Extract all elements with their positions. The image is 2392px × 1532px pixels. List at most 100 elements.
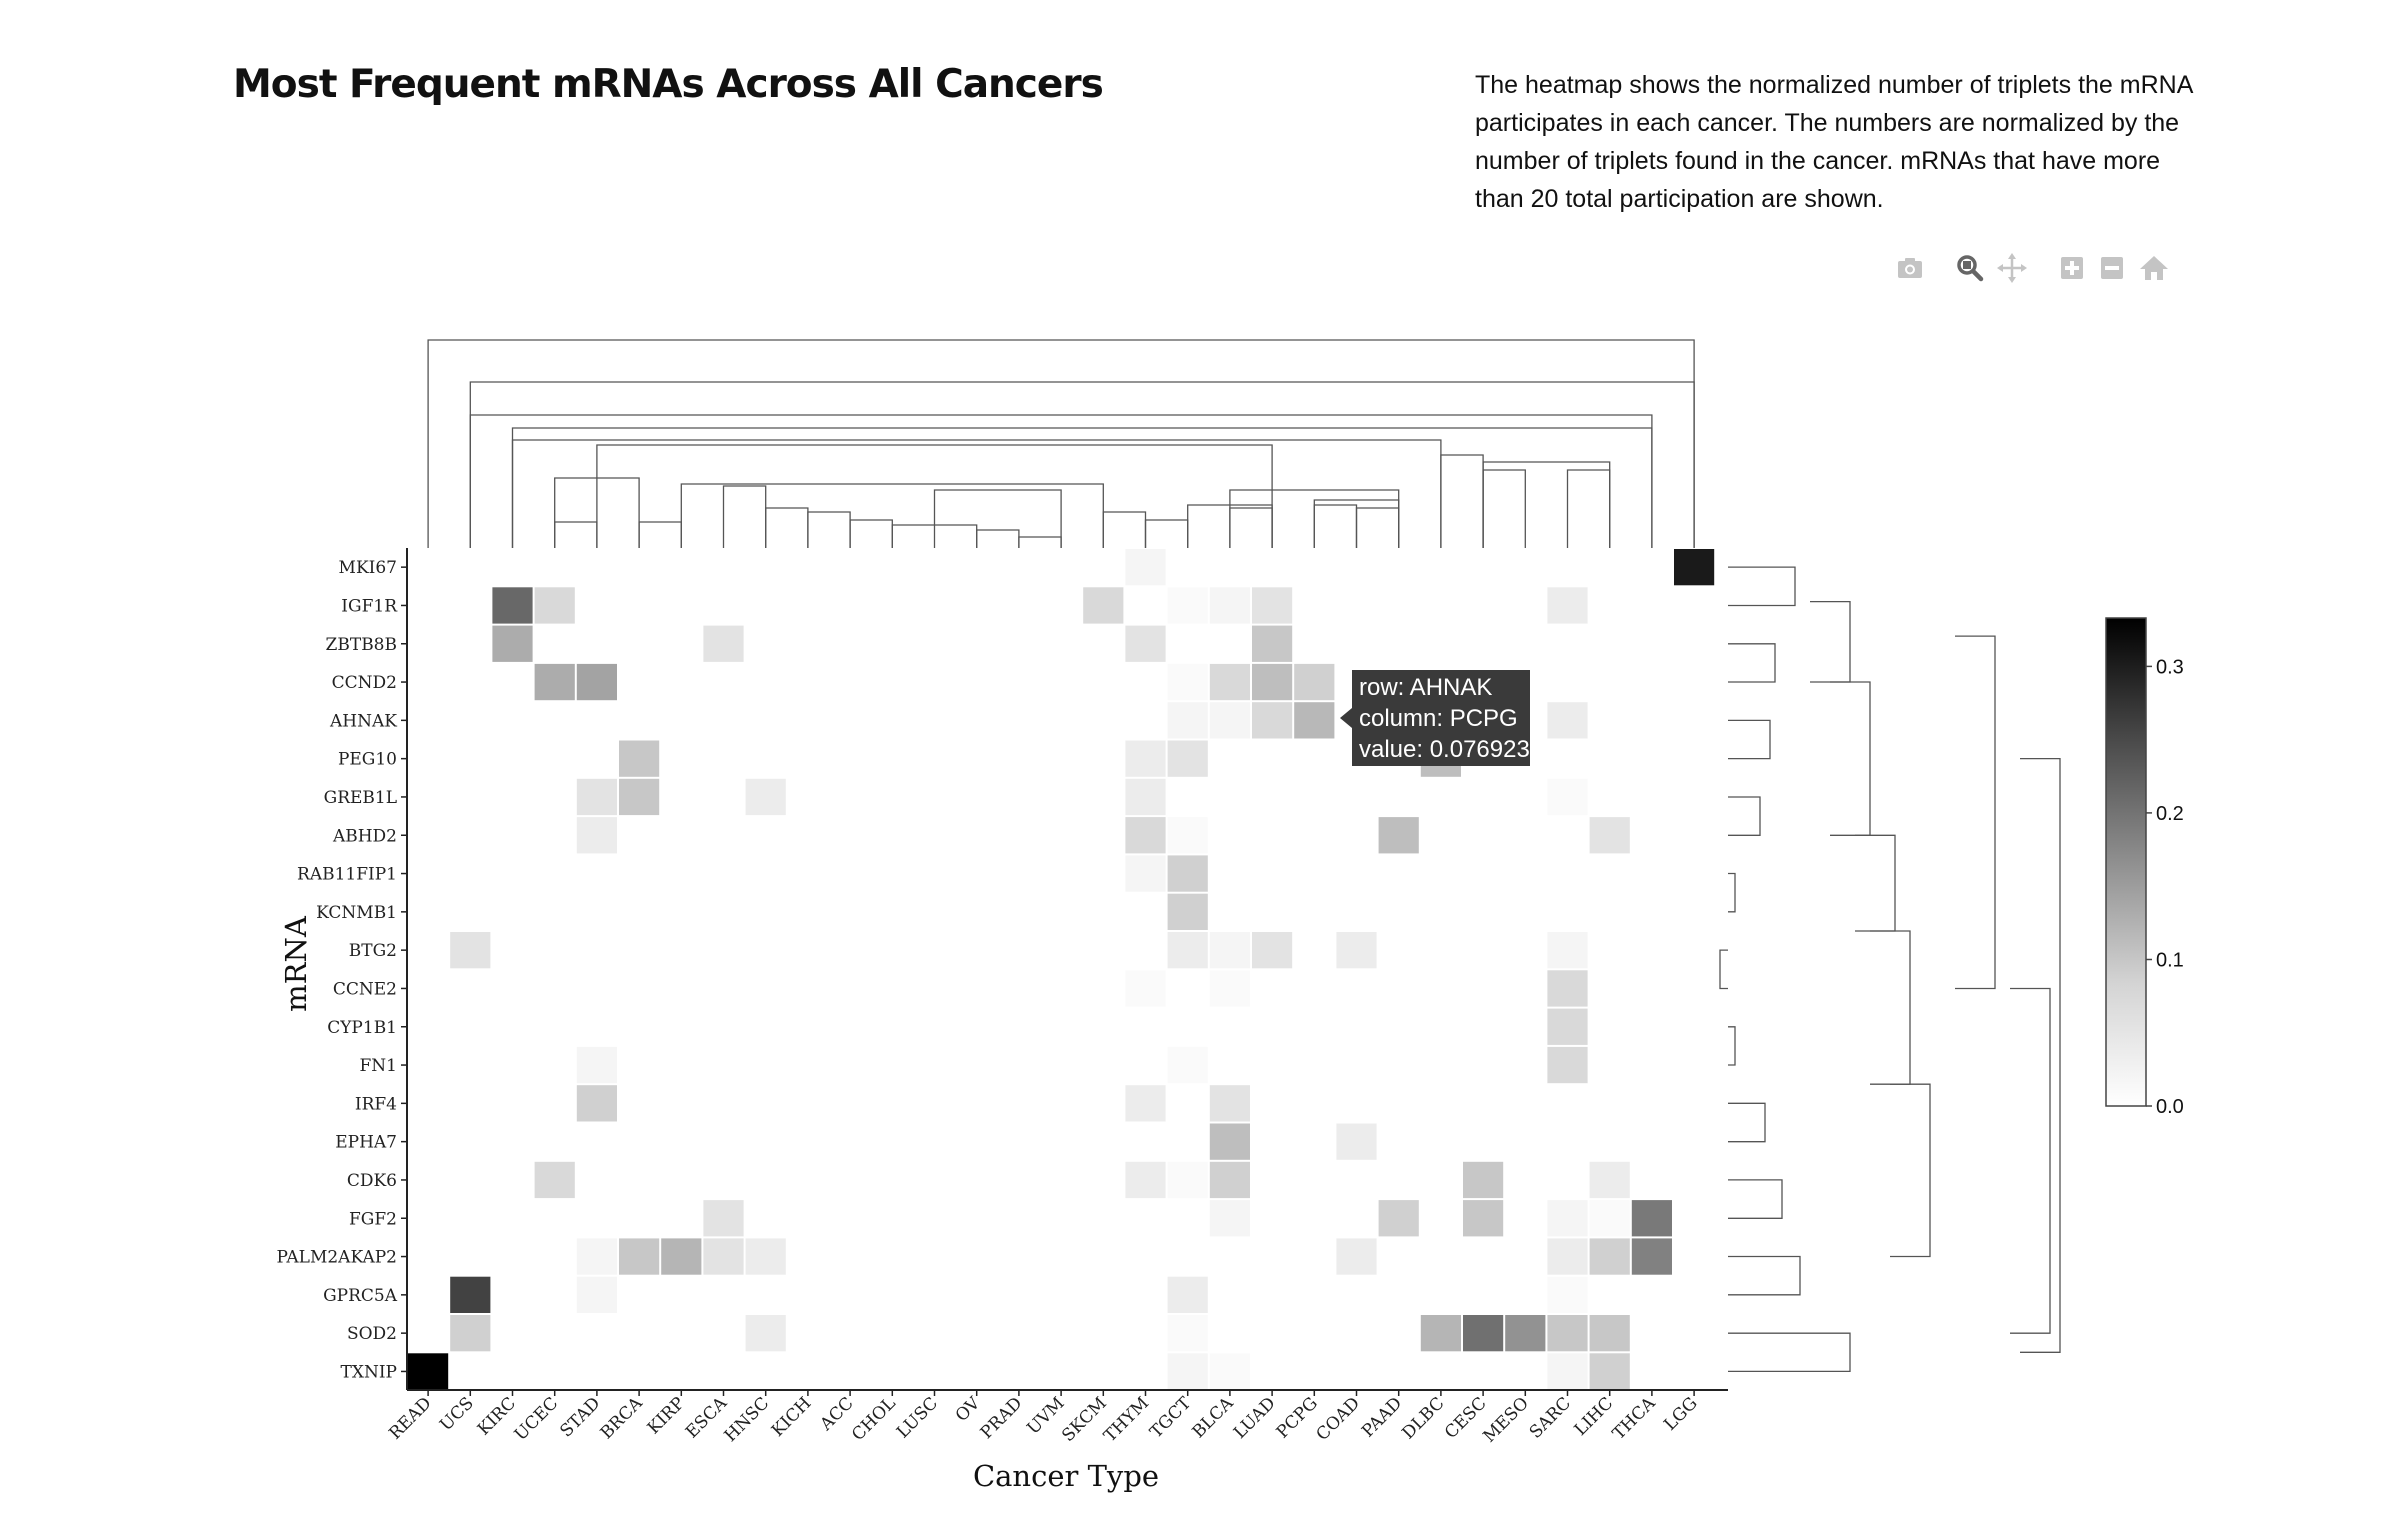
heatmap-cell-palm2akap2-hnsc[interactable]	[745, 1238, 786, 1275]
heatmap-cell-sod2-hnsc[interactable]	[745, 1315, 786, 1352]
heatmap-cell-greb1l-brca[interactable]	[619, 778, 660, 816]
heatmap-cell-sod2-cesc[interactable]	[1463, 1315, 1504, 1352]
heatmap-cell-fn1-stad[interactable]	[576, 1046, 617, 1084]
heatmap-cell-abhd2-stad[interactable]	[576, 817, 617, 854]
zoom-out-icon[interactable]	[2094, 250, 2130, 286]
heatmap-cell-palm2akap2-esca[interactable]	[703, 1238, 744, 1275]
heatmap-cell-palm2akap2-thca[interactable]	[1631, 1238, 1672, 1275]
heatmap-cell-txnip-read[interactable]	[408, 1353, 449, 1390]
heatmap-cell-btg2-blca[interactable]	[1209, 932, 1250, 969]
heatmap-cell-fgf2-esca[interactable]	[703, 1200, 744, 1237]
heatmap-cell-ccnd2-ucec[interactable]	[534, 663, 575, 701]
heatmap-cell-ccne2-thym[interactable]	[1125, 970, 1166, 1007]
heatmap-cell-rab11fip1-thym[interactable]	[1125, 855, 1166, 892]
heatmap-cell-ahnak-luad[interactable]	[1252, 702, 1293, 739]
heatmap-cell-greb1l-hnsc[interactable]	[745, 778, 786, 816]
heatmap-cell-abhd2-thym[interactable]	[1125, 817, 1166, 854]
camera-icon[interactable]	[1892, 250, 1928, 286]
heatmap-cell-igf1r-luad[interactable]	[1252, 587, 1293, 624]
heatmap-cell-fn1-tgct[interactable]	[1167, 1046, 1208, 1084]
heatmap-cell-rab11fip1-tgct[interactable]	[1167, 855, 1208, 892]
heatmap-cell-ahnak-sarc[interactable]	[1547, 702, 1588, 739]
heatmap-cell-cyp1b1-sarc[interactable]	[1547, 1008, 1588, 1045]
heatmap-cell-igf1r-skcm[interactable]	[1083, 587, 1124, 624]
heatmap-cell-fgf2-thca[interactable]	[1631, 1200, 1672, 1237]
heatmap-cell-palm2akap2-coad[interactable]	[1336, 1238, 1377, 1275]
heatmap-cell-sod2-lihc[interactable]	[1589, 1315, 1630, 1352]
heatmap-cell-cdk6-cesc[interactable]	[1463, 1161, 1504, 1199]
heatmap-cell-cdk6-tgct[interactable]	[1167, 1161, 1208, 1199]
heatmap-cell-ccnd2-tgct[interactable]	[1167, 663, 1208, 701]
heatmap-cell-txnip-sarc[interactable]	[1547, 1353, 1588, 1390]
heatmap-cell-palm2akap2-brca[interactable]	[619, 1238, 660, 1275]
heatmap-cell-cdk6-blca[interactable]	[1209, 1161, 1250, 1199]
heatmap-cell-btg2-ucs[interactable]	[450, 932, 491, 969]
heatmap-cell-gprc5a-stad[interactable]	[576, 1276, 617, 1313]
heatmap-cell-ccnd2-luad[interactable]	[1252, 663, 1293, 701]
heatmap-cell-mki67-thym[interactable]	[1125, 549, 1166, 586]
heatmap-cell-irf4-blca[interactable]	[1209, 1085, 1250, 1122]
heatmap-cell-fgf2-cesc[interactable]	[1463, 1200, 1504, 1237]
pan-icon[interactable]	[1994, 250, 2030, 286]
heatmap-cell-igf1r-ucec[interactable]	[534, 587, 575, 624]
heatmap-cell-greb1l-thym[interactable]	[1125, 778, 1166, 816]
heatmap-cell-btg2-sarc[interactable]	[1547, 932, 1588, 969]
heatmap-cell-zbtb8b-kirc[interactable]	[492, 625, 533, 662]
heatmap-cell-ccnd2-pcpg[interactable]	[1294, 663, 1335, 701]
heatmap-cell-cdk6-thym[interactable]	[1125, 1161, 1166, 1199]
heatmap-cell-fgf2-lihc[interactable]	[1589, 1200, 1630, 1237]
heatmap-cell-sod2-ucs[interactable]	[450, 1315, 491, 1352]
heatmap-cell-btg2-tgct[interactable]	[1167, 932, 1208, 969]
heatmap-cell-peg10-thym[interactable]	[1125, 740, 1166, 777]
heatmap-cell-epha7-blca[interactable]	[1209, 1123, 1250, 1160]
heatmap-cell-mki67-lgg[interactable]	[1674, 549, 1715, 586]
heatmap-cell-sod2-meso[interactable]	[1505, 1315, 1546, 1352]
heatmap-cell-btg2-luad[interactable]	[1252, 932, 1293, 969]
heatmap-cell-ccne2-blca[interactable]	[1209, 970, 1250, 1007]
heatmap-cell-zbtb8b-luad[interactable]	[1252, 625, 1293, 662]
heatmap-cell-ccnd2-stad[interactable]	[576, 663, 617, 701]
heatmap-cell-greb1l-stad[interactable]	[576, 778, 617, 816]
heatmap-cell-palm2akap2-stad[interactable]	[576, 1238, 617, 1275]
heatmap-cell-greb1l-sarc[interactable]	[1547, 778, 1588, 816]
heatmap-cell-fgf2-paad[interactable]	[1378, 1200, 1419, 1237]
heatmap-cell-gprc5a-tgct[interactable]	[1167, 1276, 1208, 1313]
heatmap-cell-ahnak-pcpg[interactable]	[1294, 702, 1335, 739]
heatmap-cell-irf4-thym[interactable]	[1125, 1085, 1166, 1122]
heatmap-cell-kcnmb1-tgct[interactable]	[1167, 893, 1208, 930]
heatmap-cell-peg10-tgct[interactable]	[1167, 740, 1208, 777]
heatmap-cell-gprc5a-sarc[interactable]	[1547, 1276, 1588, 1313]
heatmap-cell-txnip-tgct[interactable]	[1167, 1353, 1208, 1390]
heatmap-cell-txnip-blca[interactable]	[1209, 1353, 1250, 1390]
heatmap-cell-sod2-sarc[interactable]	[1547, 1315, 1588, 1352]
heatmap-cell-fgf2-blca[interactable]	[1209, 1200, 1250, 1237]
heatmap-cell-abhd2-tgct[interactable]	[1167, 817, 1208, 854]
heatmap-cell-btg2-coad[interactable]	[1336, 932, 1377, 969]
heatmap-cell-ccnd2-blca[interactable]	[1209, 663, 1250, 701]
heatmap-cell-ccne2-sarc[interactable]	[1547, 970, 1588, 1007]
heatmap-cell-peg10-brca[interactable]	[619, 740, 660, 777]
heatmap-cell-ahnak-blca[interactable]	[1209, 702, 1250, 739]
zoom-icon[interactable]	[1952, 250, 1988, 286]
heatmap-cell-ahnak-tgct[interactable]	[1167, 702, 1208, 739]
heatmap-cell-irf4-stad[interactable]	[576, 1085, 617, 1122]
heatmap-cell-palm2akap2-sarc[interactable]	[1547, 1238, 1588, 1275]
heatmap-cell-zbtb8b-esca[interactable]	[703, 625, 744, 662]
heatmap-cell-cdk6-ucec[interactable]	[534, 1161, 575, 1199]
heatmap-cell-sod2-tgct[interactable]	[1167, 1315, 1208, 1352]
heatmap-cell-palm2akap2-lihc[interactable]	[1589, 1238, 1630, 1275]
heatmap-cell-fn1-sarc[interactable]	[1547, 1046, 1588, 1084]
zoom-in-icon[interactable]	[2054, 250, 2090, 286]
home-icon[interactable]	[2136, 250, 2172, 286]
heatmap-cell-cdk6-lihc[interactable]	[1589, 1161, 1630, 1199]
heatmap-cell-igf1r-kirc[interactable]	[492, 587, 533, 624]
heatmap-cell-epha7-coad[interactable]	[1336, 1123, 1377, 1160]
heatmap-cell-igf1r-sarc[interactable]	[1547, 587, 1588, 624]
heatmap-cells[interactable]	[408, 549, 1715, 1390]
heatmap-cell-igf1r-tgct[interactable]	[1167, 587, 1208, 624]
heatmap-cell-abhd2-lihc[interactable]	[1589, 817, 1630, 854]
heatmap-cell-abhd2-paad[interactable]	[1378, 817, 1419, 854]
heatmap-cell-sod2-dlbc[interactable]	[1420, 1315, 1461, 1352]
heatmap-cell-zbtb8b-thym[interactable]	[1125, 625, 1166, 662]
heatmap-cell-fgf2-sarc[interactable]	[1547, 1200, 1588, 1237]
